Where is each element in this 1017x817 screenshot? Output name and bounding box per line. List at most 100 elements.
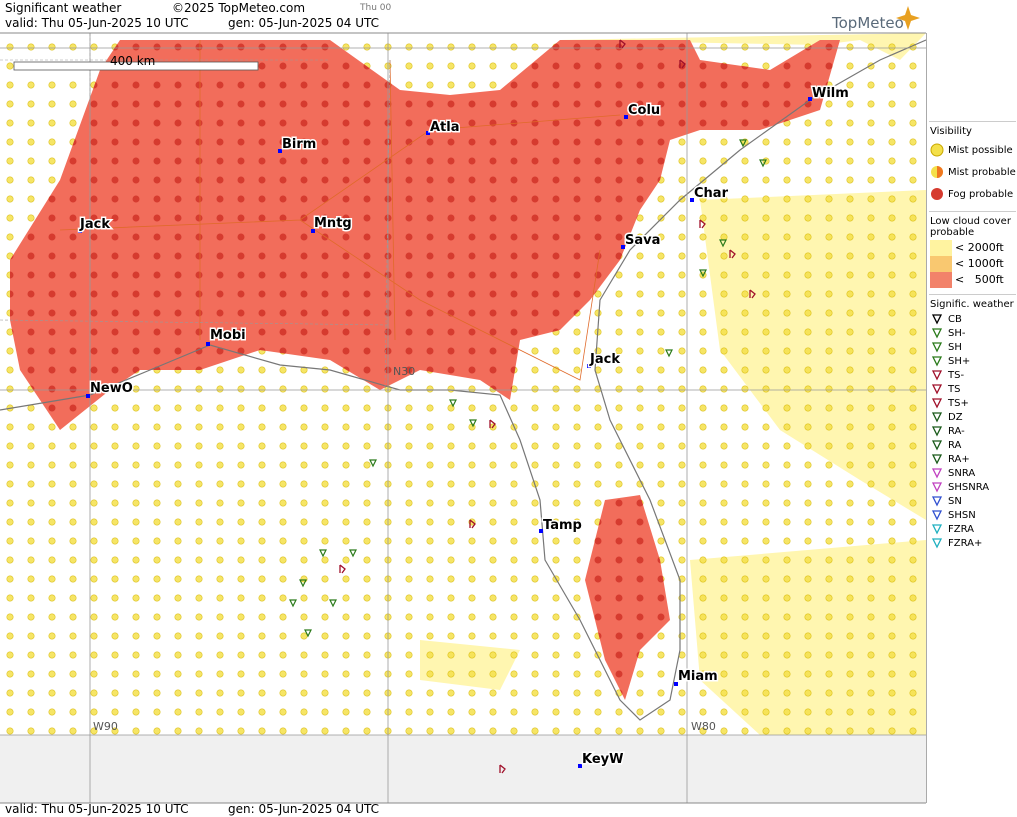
legend-item: SH: [948, 341, 962, 353]
city: Jack: [79, 217, 110, 232]
fog-dots: [10, 40, 840, 700]
legend-row: CB: [930, 312, 1017, 326]
legend-item: TS: [948, 383, 961, 395]
brand-logo: [896, 6, 920, 30]
generated-time: gen: 05-Jun-2025 04 UTC: [228, 16, 380, 30]
legend-icon: [931, 482, 943, 493]
legend-icon: [931, 412, 943, 423]
legend-item: FZRA: [948, 523, 974, 535]
legend-title: Signific. weather: [930, 299, 1014, 310]
coastline: [0, 39, 926, 721]
legend-icon: [931, 454, 943, 465]
city: Tamp: [543, 518, 582, 533]
low-cloud-swatch: [930, 240, 952, 288]
legend-item: SNRA: [948, 467, 976, 479]
legend-item: < 500ft: [955, 273, 1004, 286]
legend-icon: [931, 524, 943, 535]
legend-item: RA+: [948, 453, 970, 465]
legend-item: SN: [948, 495, 962, 507]
scale-bar: [13, 61, 259, 71]
map: N30 W90 W80 400 km Atla Colu Wilm Birm C…: [0, 0, 926, 804]
legend-icon: [931, 398, 943, 409]
shower-symbols: [289, 139, 767, 638]
legend-row: RA: [930, 438, 1017, 452]
legend-title: Low cloud cover probable: [930, 216, 1011, 238]
city: Birm: [282, 137, 316, 152]
legend-icon: [931, 468, 943, 479]
legend-icon: [931, 314, 943, 325]
legend-item: SH+: [948, 355, 971, 367]
legend-item: SH-: [948, 327, 966, 339]
copyright: ©2025 TopMeteo.com: [172, 1, 306, 15]
legend: Visibility Mist possible Mist probable F…: [926, 33, 1017, 803]
legend-icon: [931, 342, 943, 353]
legend-row: SH+: [930, 354, 1017, 368]
legend-item: CB: [948, 313, 962, 325]
title: Significant weather: [5, 1, 122, 15]
city: Mntg: [314, 216, 352, 231]
brand: TopMeteo: [831, 14, 904, 32]
legend-icon: [931, 510, 943, 521]
generated-time: gen: 05-Jun-2025 04 UTC: [228, 802, 380, 816]
legend-icon: [931, 328, 943, 339]
city: NewO: [90, 381, 133, 396]
legend-row: DZ: [930, 410, 1017, 424]
legend-row: SHSNRA: [930, 480, 1017, 494]
city: Sava: [625, 233, 660, 248]
cities: Atla Colu Wilm Birm Char Jack Mntg Sava …: [78, 85, 851, 769]
run: Thu 00: [360, 3, 392, 13]
legend-item: Mist probable: [948, 166, 1016, 178]
city: Colu: [628, 103, 660, 118]
roads: [59, 40, 621, 381]
scale-label: 400 km: [110, 54, 155, 68]
legend-row: SHSN: [930, 508, 1017, 522]
legend-row: SNRA: [930, 466, 1017, 480]
legend-title: Visibility: [930, 126, 972, 137]
legend-item: < 1000ft: [955, 257, 1004, 270]
legend-icon: [931, 426, 943, 437]
legend-icon: [931, 440, 943, 451]
legend-row: TS: [930, 382, 1017, 396]
legend-item: RA-: [948, 425, 965, 437]
no-data-area: [0, 735, 926, 803]
legend-item: Fog probable: [948, 188, 1014, 200]
grid-label: W80: [691, 720, 716, 733]
grid-label: N30: [393, 365, 415, 378]
city: Miam: [678, 669, 718, 684]
legend-item: Mist possible: [948, 144, 1013, 156]
thunderstorm-symbols: [339, 39, 756, 774]
header-bg: [0, 0, 926, 33]
legend-item: TS-: [948, 369, 965, 381]
grid-label: W90: [93, 720, 118, 733]
legend-icon: [931, 538, 943, 549]
city: Wilm: [812, 86, 849, 101]
legend-row: RA+: [930, 452, 1017, 466]
legend-row: SN: [930, 494, 1017, 508]
legend-item: SHSN: [948, 509, 976, 521]
city: KeyW: [582, 752, 623, 767]
legend-item: DZ: [948, 411, 963, 423]
legend-icon: [931, 356, 943, 367]
city: Jack: [589, 352, 620, 367]
city: Atla: [430, 120, 460, 135]
legend-row: FZRA+: [930, 536, 1017, 550]
legend-item: SHSNRA: [948, 481, 990, 493]
legend-row: SH: [930, 340, 1017, 354]
borders: [0, 33, 391, 391]
legend-icon: [931, 370, 943, 381]
valid-time: valid: Thu 05-Jun-2025 10 UTC: [5, 16, 189, 30]
legend-row: TS+: [930, 396, 1017, 410]
legend-icon: [931, 496, 943, 507]
weather-legend: CB SH- SH SH+ TS- TS TS+ DZ RA- RA RA+ SNRA SHSNRA SN…: [927, 312, 1017, 550]
legend-row: SH-: [930, 326, 1017, 340]
legend-icon: [931, 384, 943, 395]
legend-item: TS+: [948, 397, 969, 409]
legend-row: TS-: [930, 368, 1017, 382]
valid-time: valid: Thu 05-Jun-2025 10 UTC: [5, 802, 189, 816]
city: Char: [694, 186, 729, 201]
legend-item: RA: [948, 439, 962, 451]
legend-row: FZRA: [930, 522, 1017, 536]
legend-item: < 2000ft: [955, 241, 1004, 254]
grid: [0, 33, 926, 803]
